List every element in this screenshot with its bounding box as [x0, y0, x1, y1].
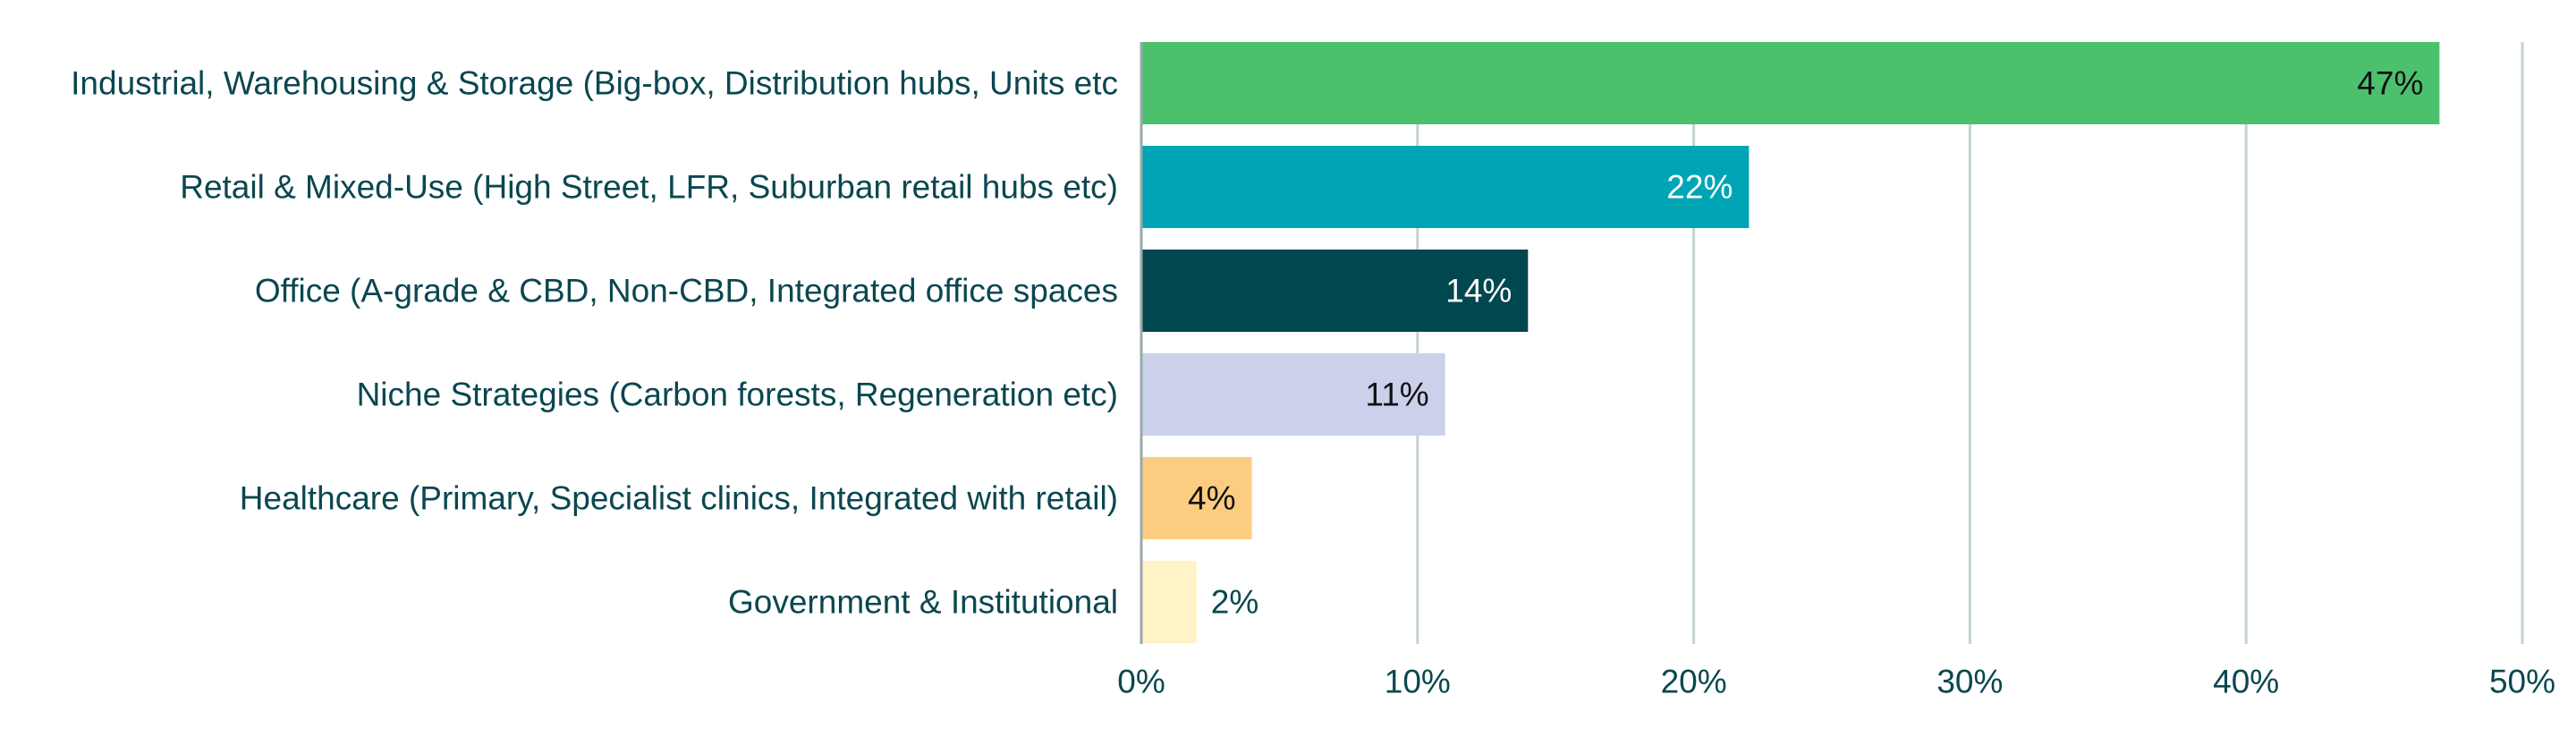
bar-5	[1141, 457, 1252, 539]
value-label-5: 4%	[1188, 480, 1235, 517]
category-label-3: Office (A-grade & CBD, Non-CBD, Integrat…	[255, 273, 1118, 309]
category-labels: Industrial, Warehousing & Storage (Big-b…	[71, 65, 1118, 621]
bar-2	[1141, 146, 1750, 228]
bar-1	[1141, 42, 2440, 124]
x-tick-label-50: 50%	[2489, 664, 2555, 700]
category-label-4: Niche Strategies (Carbon forests, Regene…	[357, 377, 1118, 413]
category-label-6: Government & Institutional	[728, 584, 1118, 621]
category-label-5: Healthcare (Primary, Specialist clinics,…	[240, 480, 1118, 517]
value-label-6: 2%	[1211, 584, 1258, 621]
category-label-1: Industrial, Warehousing & Storage (Big-b…	[71, 65, 1118, 102]
value-label-2: 22%	[1666, 169, 1733, 206]
bar-4	[1141, 353, 1445, 436]
category-label-2: Retail & Mixed-Use (High Street, LFR, Su…	[180, 169, 1118, 206]
x-tick-label-10: 10%	[1385, 664, 1451, 700]
x-tick-label-40: 40%	[2213, 664, 2279, 700]
x-tick-label-0: 0%	[1117, 664, 1165, 700]
gridlines	[1416, 42, 2524, 644]
value-label-3: 14%	[1445, 273, 1512, 309]
x-tick-label-20: 20%	[1661, 664, 1727, 700]
value-label-4: 11%	[1365, 377, 1428, 413]
bar-6	[1141, 561, 1197, 643]
bar-3	[1141, 250, 1529, 332]
value-label-1: 47%	[2357, 65, 2423, 102]
x-tick-labels: 0% 10% 20% 30% 40% 50%	[1117, 664, 2555, 700]
value-labels: 47% 22% 14% 11% 4% 2%	[1188, 65, 2423, 621]
x-tick-label-30: 30%	[1936, 664, 2003, 700]
bars	[1141, 42, 2440, 643]
